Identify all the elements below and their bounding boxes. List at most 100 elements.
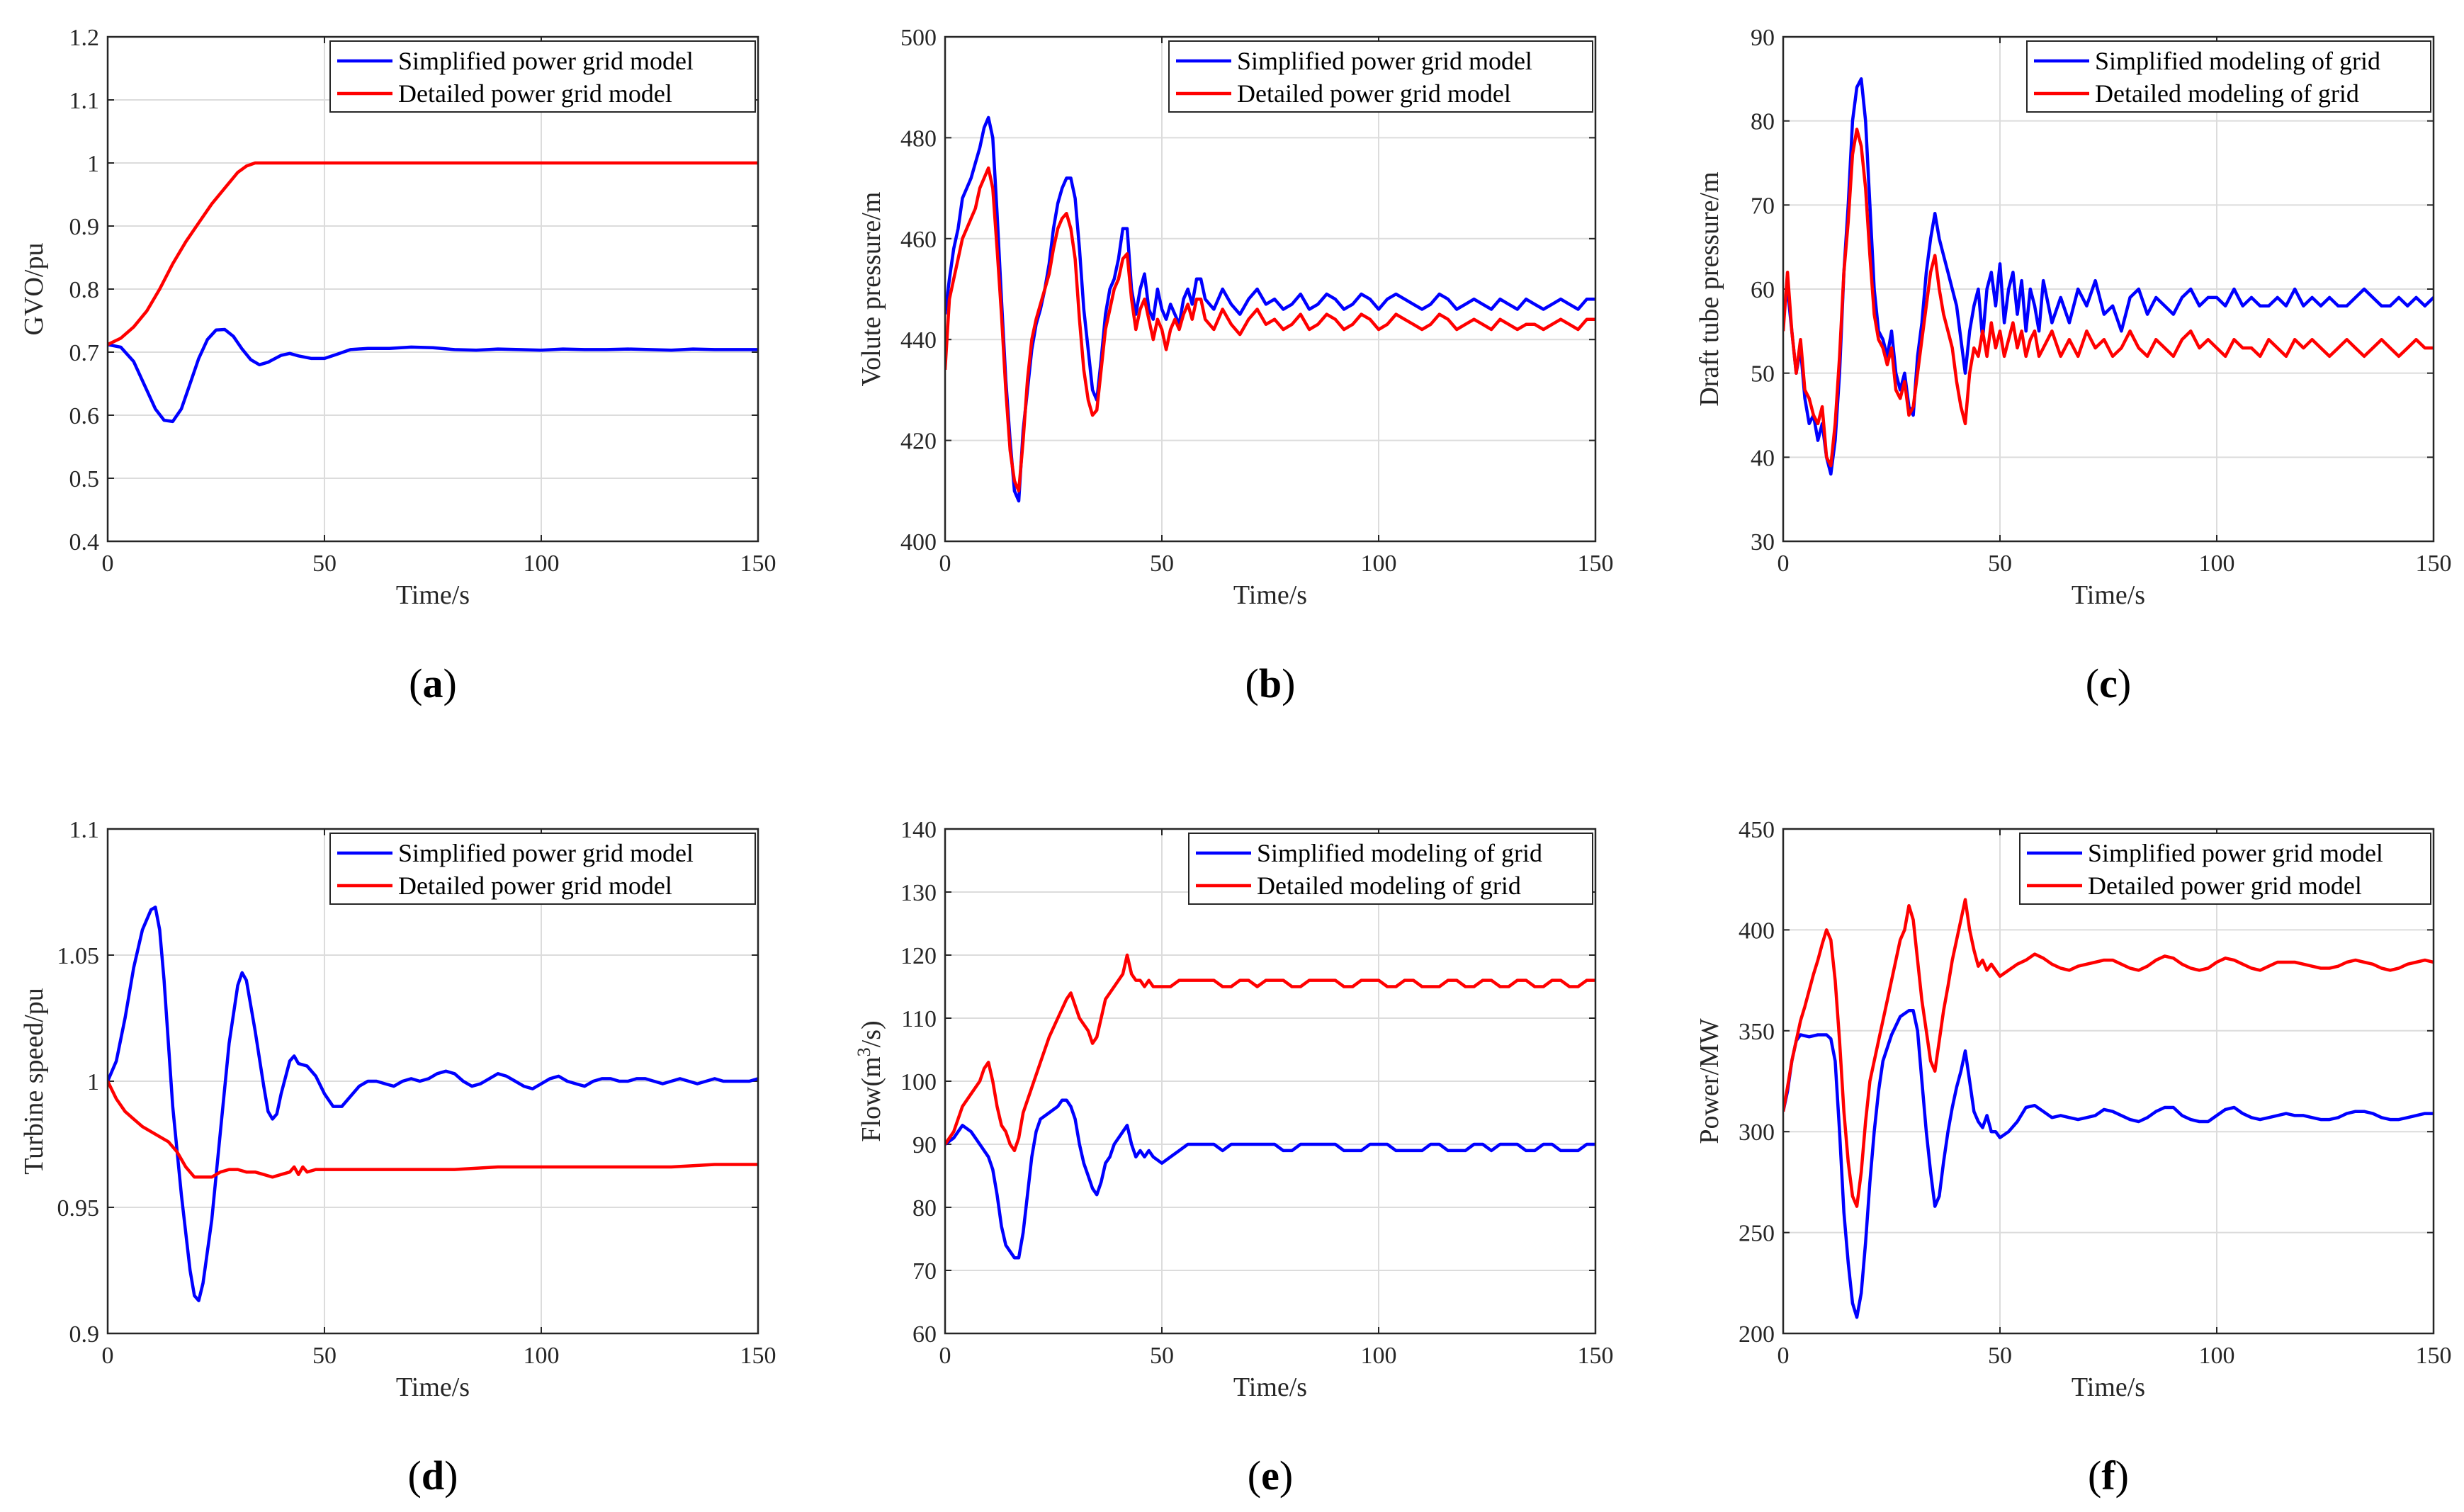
legend-label: Detailed power grid model xyxy=(398,79,672,108)
legend-box xyxy=(1188,833,1593,905)
y-axis-label: Flow(m3/s) xyxy=(854,1020,886,1141)
y-tick-label: 300 xyxy=(1739,1119,1775,1146)
x-axis-label: Time/s xyxy=(2072,580,2145,610)
y-axis-label-sup: 3 xyxy=(854,1047,874,1056)
series-line-simplified xyxy=(108,905,758,1302)
series-line-detailed xyxy=(1783,128,2434,468)
y-tick-label: 450 xyxy=(1739,817,1775,843)
y-tick-label: 0.9 xyxy=(69,1321,100,1348)
y-tick-label: 1.1 xyxy=(69,817,100,843)
panel-label-letter: d xyxy=(422,1452,444,1499)
panel-label-letter: c xyxy=(2099,660,2118,706)
panel-label: (f) xyxy=(2088,1452,2129,1499)
series-line-detailed xyxy=(108,161,758,346)
x-axis-label: Time/s xyxy=(1233,1372,1307,1402)
legend-label: Simplified power grid model xyxy=(398,47,694,75)
y-tick-label: 1 xyxy=(87,1069,99,1095)
x-tick-label: 100 xyxy=(2199,551,2235,577)
x-tick-label: 150 xyxy=(2416,1343,2452,1369)
x-tick-label: 50 xyxy=(1988,1343,2012,1369)
series-group xyxy=(108,161,758,424)
y-tick-label: 0.5 xyxy=(69,466,100,492)
x-tick-label: 150 xyxy=(1578,551,1614,577)
panel-b: 0 50 100 150 400 420 440 460 480 500 Simplified po… xyxy=(857,25,1614,706)
y-tick-label: 350 xyxy=(1739,1019,1775,1045)
panel-label-open: ( xyxy=(408,1452,422,1499)
series-line-simplified xyxy=(945,1098,1595,1260)
y-tick-label: 200 xyxy=(1739,1321,1775,1348)
series-line-detailed xyxy=(1783,898,2434,1208)
series-line-detailed xyxy=(108,1081,758,1179)
plot-area xyxy=(1783,829,2434,1333)
y-tick-label: 400 xyxy=(900,529,937,555)
legend-label: Detailed modeling of grid xyxy=(1257,871,1521,900)
x-axis-label: Time/s xyxy=(2072,1372,2145,1402)
y-tick-label: 80 xyxy=(1751,109,1775,135)
y-tick-label: 500 xyxy=(900,25,937,51)
panel-label-open: ( xyxy=(2086,660,2099,706)
panel-label-close: ) xyxy=(1282,660,1295,706)
series-line-detailed xyxy=(945,166,1595,493)
series-line-simplified xyxy=(108,327,758,424)
panel-f: 0 50 100 150 200 250 300 350 400 450 Simplified po… xyxy=(1695,817,2452,1499)
y-axis-label: Draft tube pressure/m xyxy=(1695,171,1724,406)
series-line-simplified xyxy=(1783,1009,2434,1319)
y-tick-label: 1.05 xyxy=(57,943,100,969)
y-tick-label: 90 xyxy=(1751,25,1775,51)
series-line-simplified xyxy=(1783,77,2434,476)
x-tick-label: 50 xyxy=(1150,1343,1174,1369)
y-tick-label: 70 xyxy=(912,1258,937,1285)
legend-label: Simplified power grid model xyxy=(2088,839,2383,867)
y-tick-label: 400 xyxy=(1739,918,1775,944)
y-tick-label: 0.6 xyxy=(69,403,100,429)
y-tick-label: 440 xyxy=(900,327,937,354)
y-tick-label: 1.1 xyxy=(69,88,100,114)
panel-label-close: ) xyxy=(2118,660,2131,706)
y-tick-label: 40 xyxy=(1751,445,1775,471)
legend-box xyxy=(2019,833,2431,905)
y-axis-label: Power/MW xyxy=(1695,1018,1724,1144)
panel-label-close: ) xyxy=(2115,1452,2129,1499)
axes-frame xyxy=(1782,828,2435,1335)
panel-label-open: ( xyxy=(409,660,422,706)
y-tick-label: 1 xyxy=(87,151,99,177)
y-tick-label: 480 xyxy=(900,125,937,152)
x-tick-label: 150 xyxy=(1578,1343,1614,1369)
series-group xyxy=(945,953,1595,1260)
legend-box xyxy=(329,833,756,905)
panel-label-letter: e xyxy=(1261,1452,1279,1499)
x-tick-label: 100 xyxy=(1361,551,1397,577)
legend: Simplified modeling of grid Detailed mode… xyxy=(2026,40,2431,113)
y-tick-label: 70 xyxy=(1751,193,1775,219)
x-axis-label: Time/s xyxy=(396,1372,470,1402)
legend-box xyxy=(329,40,756,113)
x-tick-label: 0 xyxy=(1778,1343,1790,1369)
legend-label: Simplified modeling of grid xyxy=(2095,47,2380,75)
legend-label: Detailed power grid model xyxy=(1237,79,1511,108)
panel-label-open: ( xyxy=(2088,1452,2101,1499)
x-tick-label: 50 xyxy=(312,551,337,577)
y-tick-label: 0.4 xyxy=(69,529,100,555)
legend-label: Detailed modeling of grid xyxy=(2095,79,2359,108)
x-tick-label: 150 xyxy=(2416,551,2452,577)
x-tick-label: 0 xyxy=(102,1343,114,1369)
legend-label: Simplified power grid model xyxy=(398,839,694,867)
axes-frame xyxy=(106,35,759,543)
series-group xyxy=(1783,77,2434,476)
y-tick-label: 0.9 xyxy=(69,214,100,240)
legend: Simplified power grid model Detailed powe… xyxy=(329,833,756,905)
x-tick-label: 100 xyxy=(524,1343,560,1369)
y-tick-label: 1.2 xyxy=(69,25,100,51)
x-tick-label: 100 xyxy=(2199,1343,2235,1369)
y-tick-label: 30 xyxy=(1751,529,1775,555)
panel-label: (c) xyxy=(2086,660,2131,706)
y-tick-label: 50 xyxy=(1751,361,1775,388)
series-group xyxy=(945,115,1595,503)
legend-label: Simplified power grid model xyxy=(1237,47,1532,75)
y-tick-label: 80 xyxy=(912,1195,937,1222)
y-tick-label: 140 xyxy=(900,817,937,843)
y-tick-label: 460 xyxy=(900,227,937,253)
y-tick-label: 0.95 xyxy=(57,1195,100,1222)
series-line-detailed xyxy=(945,953,1595,1153)
